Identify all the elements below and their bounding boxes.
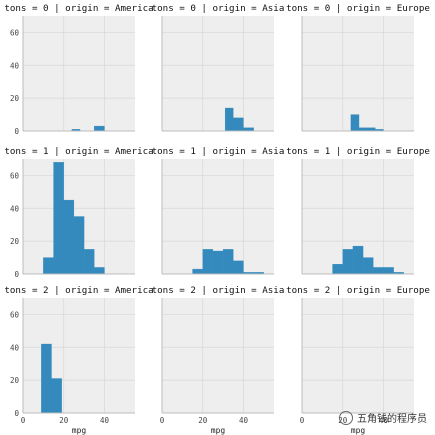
wechat-icon xyxy=(339,410,353,425)
facet-title: tons = 2 | origin = Asia xyxy=(152,285,285,296)
facet-panel-0-1: tons = 0 | origin = Asia xyxy=(152,3,285,132)
panel-background xyxy=(23,298,135,413)
x-axis-label: mpg xyxy=(351,426,366,435)
histogram-bar xyxy=(63,199,75,275)
y-tick-label: 40 xyxy=(10,61,20,70)
y-tick-label: 60 xyxy=(10,171,20,180)
x-tick-label: 0 xyxy=(21,416,26,425)
histogram-bar xyxy=(342,249,354,275)
x-axis-label: mpg xyxy=(72,426,87,435)
y-tick-label: 60 xyxy=(10,310,20,319)
histogram-bar xyxy=(212,250,224,275)
facet-title: tons = 0 | origin = Europe xyxy=(286,3,430,14)
histogram-bar xyxy=(53,162,64,275)
histogram-bar xyxy=(383,267,394,275)
x-tick-label: 40 xyxy=(379,416,389,425)
histogram-bar xyxy=(192,268,203,275)
facet-title: tons = 2 | origin = Europe xyxy=(286,285,430,296)
y-tick-label: 0 xyxy=(14,270,19,279)
x-tick-label: 20 xyxy=(59,416,69,425)
y-tick-label: 60 xyxy=(10,28,20,37)
x-tick-label: 20 xyxy=(198,416,208,425)
y-tick-label: 20 xyxy=(10,237,20,246)
y-tick-label: 20 xyxy=(10,94,20,103)
facet-title: tons = 0 | origin = Asia xyxy=(152,3,285,14)
facet-title: tons = 1 | origin = America xyxy=(4,146,153,157)
y-tick-label: 20 xyxy=(10,376,20,385)
y-tick-label: 40 xyxy=(10,343,20,352)
histogram-bar xyxy=(373,267,384,275)
facet-panel-1-2: tons = 1 | origin = Europe xyxy=(286,146,430,275)
x-tick-label: 40 xyxy=(100,416,110,425)
y-tick-label: 0 xyxy=(14,127,19,136)
panel-background xyxy=(162,298,274,413)
x-axis-label: mpg xyxy=(211,426,226,435)
x-tick-label: 40 xyxy=(239,416,249,425)
facet-title: tons = 0 | origin = America xyxy=(4,3,153,14)
facet-panel-1-0: tons = 1 | origin = America 0 20 40 60 xyxy=(4,146,153,279)
facet-title: tons = 1 | origin = Asia xyxy=(152,146,285,157)
x-tick-label: 0 xyxy=(300,416,305,425)
histogram-bar xyxy=(94,267,105,275)
histogram-bar xyxy=(362,257,374,275)
x-tick-label: 0 xyxy=(160,416,165,425)
histogram-bar xyxy=(73,216,85,275)
facet-panel-2-0: tons = 2 | origin = America 0 20 40 60 0 20 40 m… xyxy=(4,285,153,435)
panel-background xyxy=(302,298,414,413)
histogram-bar xyxy=(352,245,364,275)
histogram-bar xyxy=(202,249,214,275)
histogram-bar xyxy=(51,378,62,414)
histogram-bar xyxy=(83,249,95,275)
histogram-bar xyxy=(233,260,244,275)
y-tick-label: 40 xyxy=(10,204,20,213)
histogram-bar xyxy=(222,249,234,275)
histogram-bar xyxy=(350,114,360,132)
histogram-bar xyxy=(233,117,244,132)
facet-title: tons = 2 | origin = America xyxy=(4,285,153,296)
watermark: 五角钱的程序员 xyxy=(339,410,427,425)
watermark-text: 五角钱的程序员 xyxy=(357,414,427,425)
y-tick-label: 0 xyxy=(14,409,19,418)
panel-background xyxy=(162,16,274,131)
facet-panel-1-1: tons = 1 | origin = Asia xyxy=(152,146,285,275)
facet-panel-0-2: tons = 0 | origin = Europe xyxy=(286,3,430,132)
facet-panel-2-1: tons = 2 | origin = Asia 0 20 40 mpg xyxy=(152,285,285,435)
histogram-bar xyxy=(224,107,234,132)
panel-background xyxy=(23,16,135,131)
histogram-bar xyxy=(94,125,105,132)
histogram-bar xyxy=(332,263,343,275)
panel-background xyxy=(302,16,414,131)
histogram-bar xyxy=(43,257,54,275)
histogram-bar xyxy=(41,343,52,414)
facet-title: tons = 1 | origin = Europe xyxy=(286,146,430,157)
facet-panel-0-0: tons = 0 | origin = America 0 20 40 60 xyxy=(4,3,153,136)
